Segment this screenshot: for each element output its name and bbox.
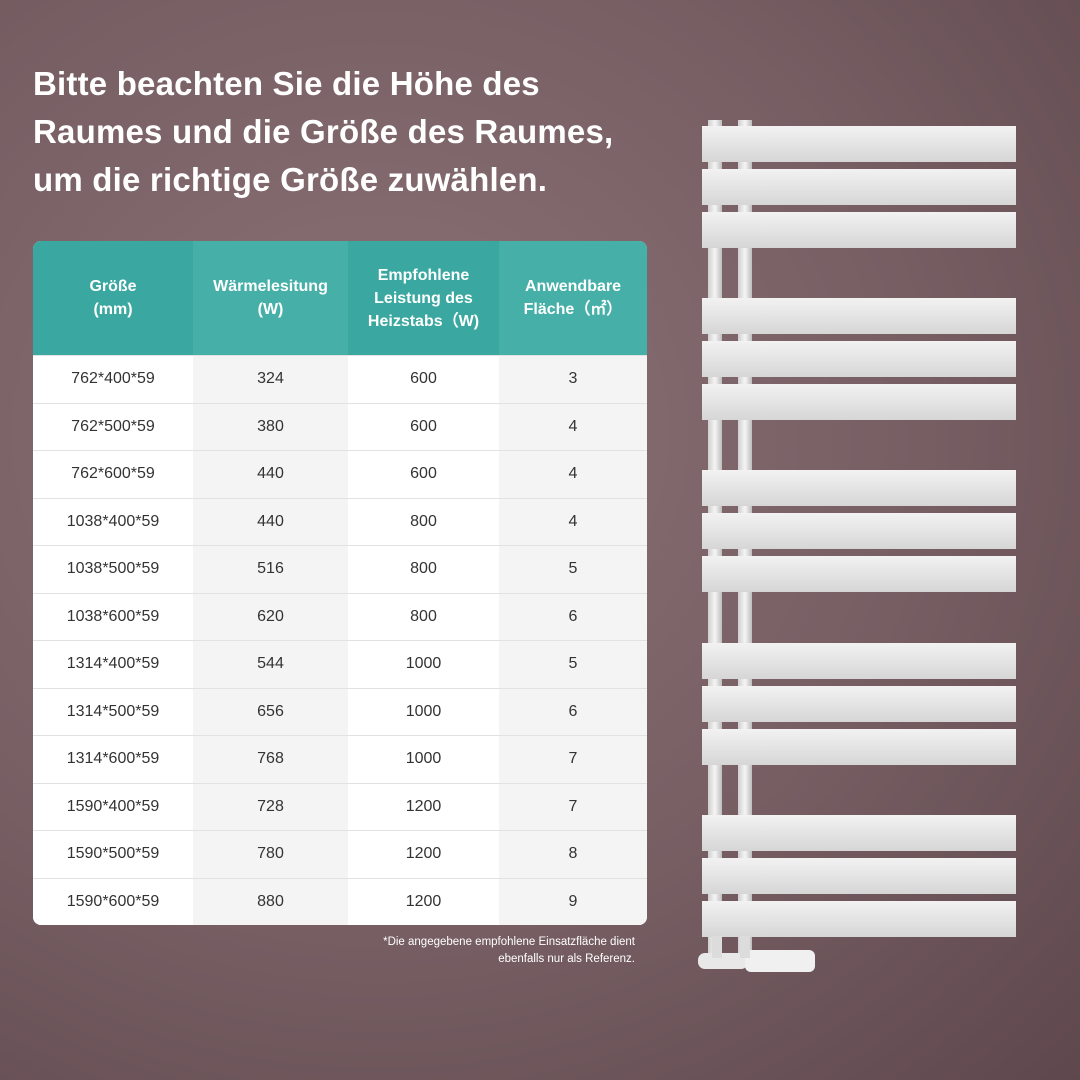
table-cell: 1038*600*59	[33, 593, 193, 640]
table-cell: 5	[499, 546, 647, 593]
radiator-bar	[702, 729, 1016, 765]
table-cell: 762*400*59	[33, 356, 193, 403]
table-row: 762*600*59 440 600 4	[33, 450, 647, 498]
radiator-bar	[702, 212, 1016, 248]
table-cell: 380	[193, 403, 348, 450]
table-cell: 9	[499, 878, 647, 925]
table-cell: 1000	[348, 688, 499, 735]
table-cell: 600	[348, 403, 499, 450]
table-cell: 1038*500*59	[33, 546, 193, 593]
table-row: 1038*400*59 440 800 4	[33, 497, 647, 545]
table-cell: 4	[499, 451, 647, 498]
table-cell: 800	[348, 498, 499, 545]
valve	[698, 953, 748, 969]
table-cell: 600	[348, 451, 499, 498]
table-cell: 7	[499, 736, 647, 783]
table-cell: 8	[499, 831, 647, 878]
table-cell: 1314*600*59	[33, 736, 193, 783]
table-cell: 1314*400*59	[33, 641, 193, 688]
table-cell: 1000	[348, 736, 499, 783]
table-cell: 1590*600*59	[33, 878, 193, 925]
table-cell: 6	[499, 593, 647, 640]
table-cell: 620	[193, 593, 348, 640]
table-row: 1038*600*59 620 800 6	[33, 592, 647, 640]
table-cell: 1590*400*59	[33, 783, 193, 830]
table-row: 762*400*59 324 600 3	[33, 355, 647, 403]
header-cell: Wärmelesitung (W)	[193, 241, 348, 355]
table-cell: 1200	[348, 878, 499, 925]
radiator-bar	[702, 470, 1016, 506]
header-cell: Größe (mm)	[33, 241, 193, 355]
radiator-bar	[702, 858, 1016, 894]
table-cell: 544	[193, 641, 348, 688]
table-row: 1314*400*59 544 1000 5	[33, 640, 647, 688]
radiator-bar	[702, 556, 1016, 592]
table-cell: 880	[193, 878, 348, 925]
radiator-bar	[702, 513, 1016, 549]
table-cell: 1000	[348, 641, 499, 688]
table-cell: 800	[348, 546, 499, 593]
radiator-bar	[702, 686, 1016, 722]
valve-head	[745, 950, 815, 972]
table-cell: 1590*500*59	[33, 831, 193, 878]
radiator-bar	[702, 126, 1016, 162]
table-cell: 1038*400*59	[33, 498, 193, 545]
radiator-bar	[702, 298, 1016, 334]
radiator-bar	[702, 341, 1016, 377]
valve-stem	[712, 936, 722, 958]
table-cell: 762*500*59	[33, 403, 193, 450]
table-cell: 324	[193, 356, 348, 403]
table-cell: 780	[193, 831, 348, 878]
table-row: 1590*600*59 880 1200 9	[33, 877, 647, 925]
table-cell: 762*600*59	[33, 451, 193, 498]
radiator-bar	[702, 643, 1016, 679]
table-cell: 440	[193, 451, 348, 498]
header-cell: Anwendbare Fläche（㎡）	[499, 241, 647, 355]
table-row: 762*500*59 380 600 4	[33, 402, 647, 450]
valve-stem	[740, 936, 750, 958]
table-cell: 440	[193, 498, 348, 545]
table-cell: 3	[499, 356, 647, 403]
table-cell: 800	[348, 593, 499, 640]
table-cell: 1200	[348, 831, 499, 878]
table-row: 1314*500*59 656 1000 6	[33, 687, 647, 735]
table-cell: 1314*500*59	[33, 688, 193, 735]
table-cell: 1200	[348, 783, 499, 830]
table-cell: 656	[193, 688, 348, 735]
table-cell: 4	[499, 403, 647, 450]
table-cell: 768	[193, 736, 348, 783]
table-row: 1590*500*59 780 1200 8	[33, 830, 647, 878]
radiator-bar	[702, 384, 1016, 420]
table-cell: 600	[348, 356, 499, 403]
header-cell: Empfohlene Leistung des Heizstabs（W)	[348, 241, 499, 355]
headline: Bitte beachten Sie die Höhe des Raumes u…	[33, 65, 614, 198]
table-cell: 6	[499, 688, 647, 735]
table-cell: 4	[499, 498, 647, 545]
table-row: 1038*500*59 516 800 5	[33, 545, 647, 593]
table-cell: 728	[193, 783, 348, 830]
spec-table: Größe (mm) Wärmelesitung (W) Empfohlene Le…	[33, 241, 647, 925]
radiator-bar	[702, 901, 1016, 937]
table-row: 1590*400*59 728 1200 7	[33, 782, 647, 830]
radiator-bar	[702, 169, 1016, 205]
bars	[702, 126, 1016, 937]
table-cell: 5	[499, 641, 647, 688]
table-cell: 516	[193, 546, 348, 593]
radiator-bar	[702, 815, 1016, 851]
footnote: *Die angegebene empfohlene Einsatzfläche…	[383, 936, 635, 965]
table-row: 1314*600*59 768 1000 7	[33, 735, 647, 783]
table-cell: 7	[499, 783, 647, 830]
table-header: Größe (mm) Wärmelesitung (W) Empfohlene Le…	[33, 241, 647, 355]
